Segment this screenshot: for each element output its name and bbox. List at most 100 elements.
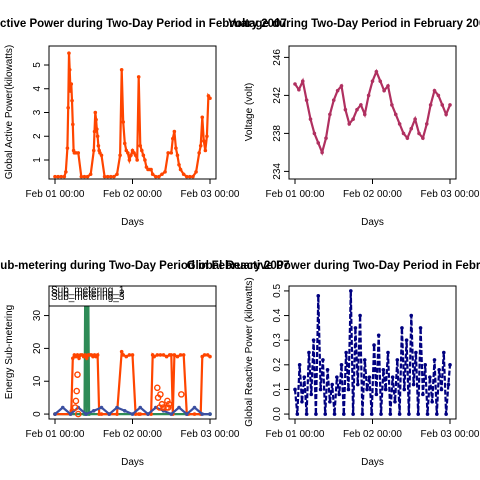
panel-title: Global Active Power during Two-Day Perio… (0, 18, 287, 30)
data-point (344, 350, 348, 355)
marker-point (74, 371, 81, 378)
data-point (172, 353, 177, 357)
data-point (79, 174, 84, 179)
data-point (343, 107, 348, 112)
x-tick-label: Feb 01 00:00 (26, 429, 85, 440)
data-point (99, 153, 104, 158)
data-point (95, 353, 100, 357)
data-point (360, 412, 365, 416)
data-point (184, 174, 189, 179)
y-tick-label: 0.2 (272, 357, 283, 371)
data-point (192, 412, 197, 416)
data-point (194, 170, 198, 174)
data-point (440, 103, 445, 107)
data-point (335, 88, 340, 93)
data-point (366, 93, 371, 98)
data-point (68, 89, 73, 93)
data-point (76, 151, 81, 155)
y-axis-title: Global Active Power(kilowatts) (4, 45, 15, 180)
data-point (421, 392, 425, 397)
data-point (169, 353, 174, 357)
data-point (372, 343, 376, 347)
data-point (184, 412, 189, 416)
data-point (177, 162, 181, 167)
data-point (393, 399, 397, 404)
data-point (143, 158, 147, 162)
data-point (409, 313, 414, 318)
data-point (414, 350, 418, 355)
data-point (69, 82, 74, 86)
marker-point (71, 404, 79, 411)
data-point (157, 174, 161, 179)
data-point (65, 146, 70, 150)
x-tick-label: Feb 02 00:00 (103, 429, 162, 440)
y-axis-title: Energy Sub-metering (4, 305, 15, 400)
data-point (77, 356, 81, 361)
data-point (444, 112, 448, 117)
data-point (365, 387, 369, 392)
marker-point (165, 400, 173, 408)
data-point (158, 353, 163, 357)
data-point (122, 141, 127, 146)
data-point (362, 358, 367, 362)
data-point (442, 350, 446, 355)
data-point (118, 153, 122, 158)
data-point (153, 174, 158, 179)
data-point (161, 353, 166, 357)
data-point (297, 87, 301, 92)
data-point (423, 363, 428, 367)
data-point (95, 134, 100, 139)
data-point (202, 353, 207, 357)
data-point (84, 356, 89, 361)
marker-point (73, 387, 80, 395)
data-point (417, 131, 421, 136)
data-point (321, 358, 325, 362)
data-point (330, 382, 335, 387)
data-point (309, 392, 314, 397)
y-tick-label: 0.4 (272, 308, 283, 322)
marker-point (74, 410, 82, 418)
series-line-1 (55, 351, 211, 416)
data-point (188, 174, 192, 179)
data-point (75, 353, 80, 357)
marker-point (153, 384, 161, 392)
data-point (91, 148, 96, 153)
data-point (129, 153, 133, 158)
data-point (436, 93, 441, 98)
data-point (138, 405, 143, 410)
data-point (174, 146, 178, 150)
data-point (178, 353, 183, 357)
data-point (178, 167, 183, 172)
data-point (130, 353, 135, 357)
data-point (293, 82, 297, 86)
x-tick-label: Feb 01 00:00 (266, 429, 325, 440)
data-point (374, 69, 379, 74)
x-tick-label: Feb 02 00:00 (103, 189, 162, 200)
data-point (109, 174, 113, 179)
data-point (200, 115, 205, 120)
data-point (416, 412, 421, 416)
marker-point (164, 404, 172, 411)
data-point (304, 98, 309, 102)
x-axis-title: Days (361, 457, 384, 468)
data-point (82, 174, 87, 179)
y-tick-label: 0.1 (272, 382, 283, 396)
data-point (386, 350, 390, 355)
marker-point (158, 400, 166, 408)
data-point (115, 405, 119, 410)
data-point (203, 148, 208, 153)
data-point (121, 120, 125, 124)
series-line-0 (294, 68, 452, 156)
panel-title: Energy Sub-metering during Two-Day Perio… (0, 260, 290, 272)
data-point (351, 412, 355, 416)
data-point (127, 353, 132, 357)
data-point (402, 387, 407, 392)
data-point (92, 129, 97, 134)
data-point (160, 172, 164, 177)
data-point (115, 172, 119, 177)
data-point (166, 151, 170, 155)
x-tick-label: Feb 03 00:00 (421, 429, 480, 440)
data-point (208, 354, 212, 359)
data-point (435, 412, 439, 416)
panel-title: Global Reactive Power during Two-Day Per… (187, 260, 480, 272)
